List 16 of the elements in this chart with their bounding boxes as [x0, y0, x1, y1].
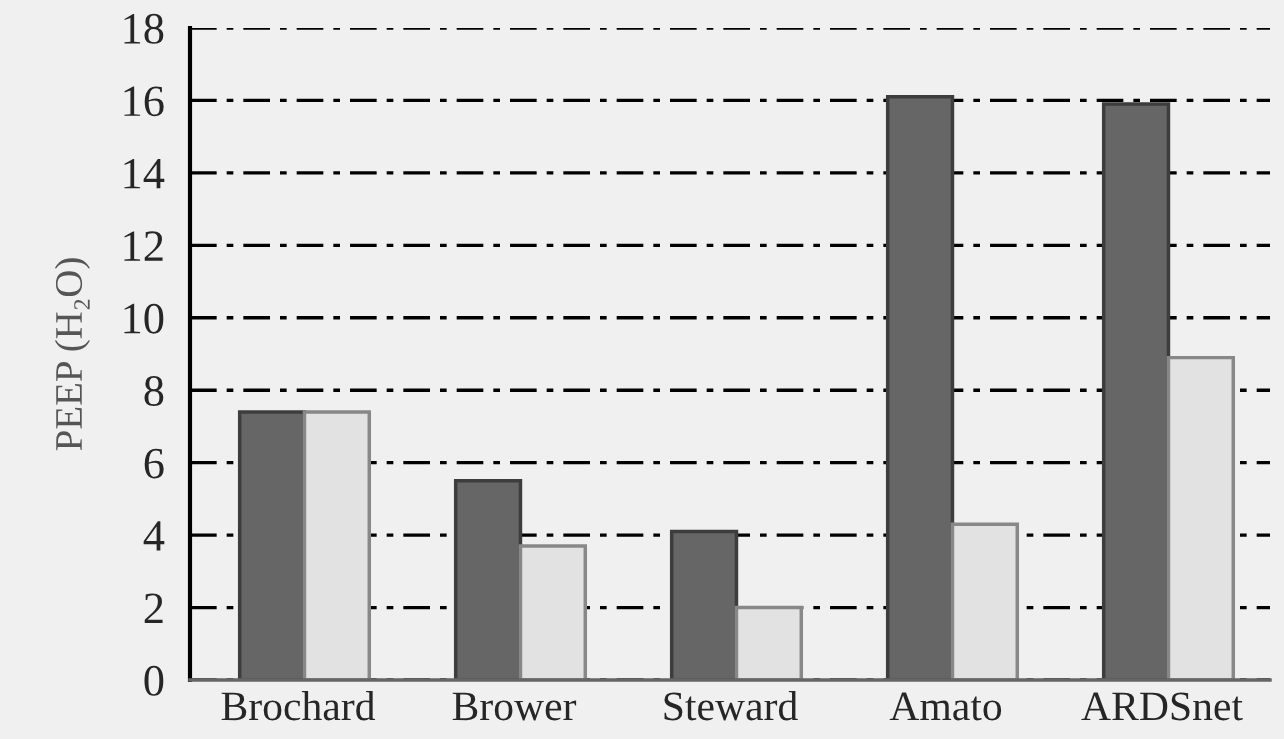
x-tick-label: ARDSnet — [1081, 692, 1243, 721]
y-tick-label: 4 — [143, 521, 165, 551]
y-tick-label: 2 — [144, 593, 163, 623]
x-tick-label: Amato — [889, 692, 1002, 721]
y-tick-label: 8 — [144, 376, 164, 407]
y-tick-label: 10 — [124, 303, 164, 334]
y-tick-label: 6 — [144, 448, 164, 479]
y-tick-label: 18 — [124, 13, 164, 44]
x-tick-label: Steward — [664, 691, 798, 721]
x-tick-label: Brochard — [221, 691, 376, 721]
y-axis-title: PEEP (H₂O) — [54, 258, 90, 451]
x-tick-label: Brower — [452, 692, 577, 721]
y-tick-label: 14 — [124, 158, 165, 189]
y-tick-label: 0 — [144, 665, 164, 696]
y-tick-label: 16 — [124, 86, 164, 117]
y-tick-label: 12 — [124, 231, 163, 261]
